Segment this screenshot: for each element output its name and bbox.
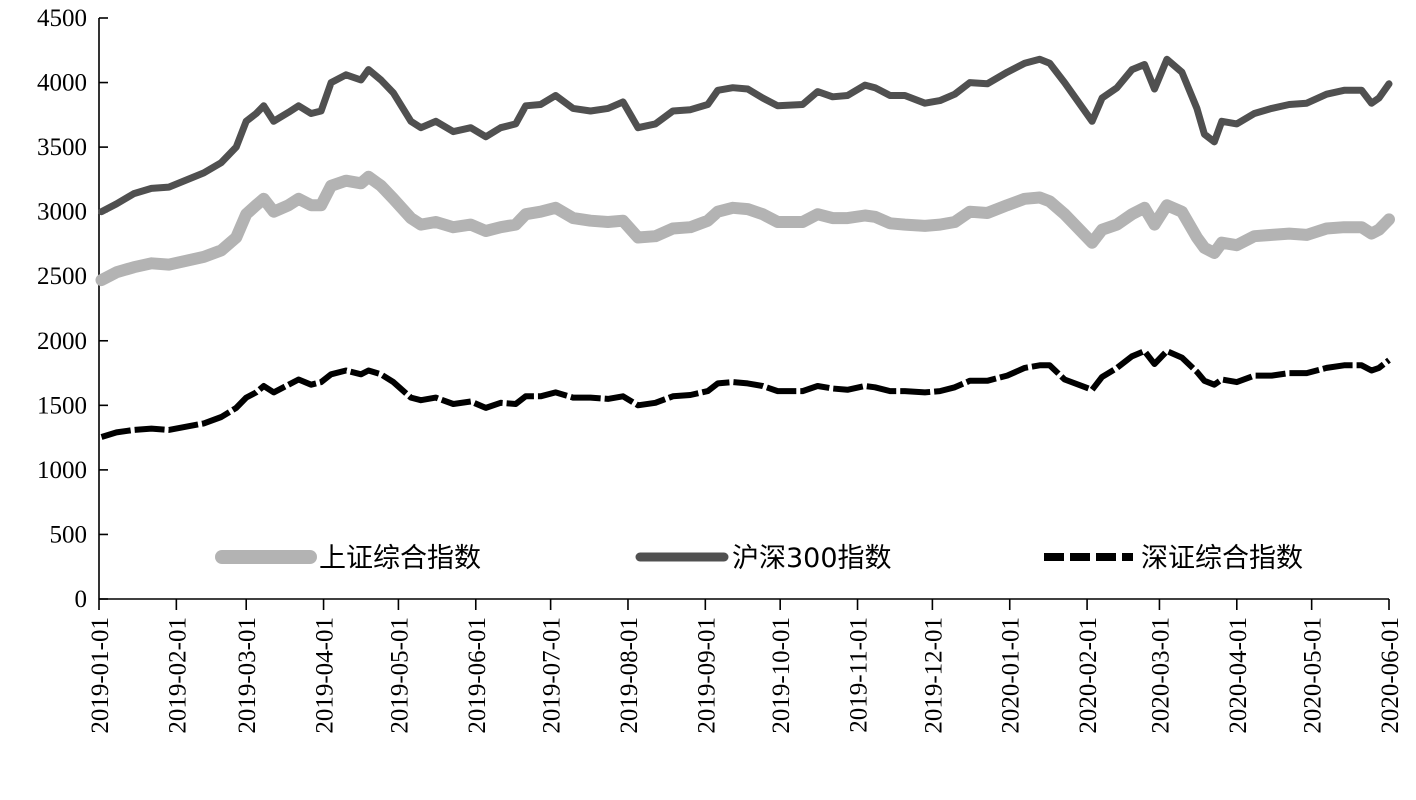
x-tick-label: 2019-08-01 bbox=[616, 617, 643, 734]
x-tick-label: 2019-09-01 bbox=[693, 617, 720, 734]
y-axis: 0 500 1000 1500 2000 2500 3000 3500 4000 4500 bbox=[37, 5, 108, 613]
y-tick-label: 3500 bbox=[37, 134, 87, 161]
x-tick-label: 2020-02-01 bbox=[1075, 617, 1102, 734]
y-tick-label: 1000 bbox=[37, 457, 87, 484]
legend-label: 上证综合指数 bbox=[319, 543, 481, 574]
x-tick-label: 2019-10-01 bbox=[768, 617, 795, 734]
y-tick-label: 4500 bbox=[37, 5, 87, 32]
x-tick-label: 2020-04-01 bbox=[1225, 617, 1252, 734]
x-tick-label: 2020-01-01 bbox=[998, 617, 1025, 734]
legend-label: 沪深300指数 bbox=[732, 543, 892, 574]
x-tick-label: 2019-02-01 bbox=[164, 617, 191, 734]
legend-item-2: 沪深300指数 bbox=[635, 543, 892, 574]
y-tick-label: 0 bbox=[75, 586, 88, 613]
x-tick-label: 2020-03-01 bbox=[1147, 617, 1174, 734]
series-layer bbox=[95, 55, 1395, 440]
legend: 上证综合指数 沪深300指数 深证综合指数 bbox=[215, 543, 1303, 574]
x-tick-label: 2019-04-01 bbox=[312, 617, 339, 734]
x-tick-label: 2019-07-01 bbox=[539, 617, 566, 734]
y-tick-label: 4000 bbox=[37, 70, 87, 97]
x-tick-label: 2019-03-01 bbox=[234, 617, 261, 734]
series-line-3 bbox=[100, 348, 1391, 440]
legend-label: 深证综合指数 bbox=[1141, 543, 1303, 574]
y-tick-label: 500 bbox=[50, 521, 88, 548]
series-line-2 bbox=[98, 55, 1393, 216]
y-tick-label: 3000 bbox=[37, 199, 87, 226]
x-tick-label: 2019-01-01 bbox=[87, 617, 114, 734]
legend-item-3: 深证综合指数 bbox=[1044, 543, 1303, 574]
y-tick-label: 2500 bbox=[37, 263, 87, 290]
x-tick-label: 2020-05-01 bbox=[1300, 617, 1327, 734]
x-tick-label: 2019-06-01 bbox=[464, 617, 491, 734]
y-tick-label: 1500 bbox=[37, 392, 87, 419]
x-tick-label: 2019-05-01 bbox=[386, 617, 413, 734]
x-tick-label: 2020-06-01 bbox=[1377, 617, 1404, 734]
x-tick-label: 2019-12-01 bbox=[920, 617, 947, 734]
x-axis: 2019-01-01 2019-02-01 2019-03-01 2019-04-01… bbox=[87, 598, 1404, 734]
legend-item-1: 上证综合指数 bbox=[215, 543, 481, 574]
series-line-1 bbox=[95, 170, 1395, 287]
y-tick-label: 2000 bbox=[37, 328, 87, 355]
x-tick-label: 2019-11-01 bbox=[846, 617, 873, 733]
